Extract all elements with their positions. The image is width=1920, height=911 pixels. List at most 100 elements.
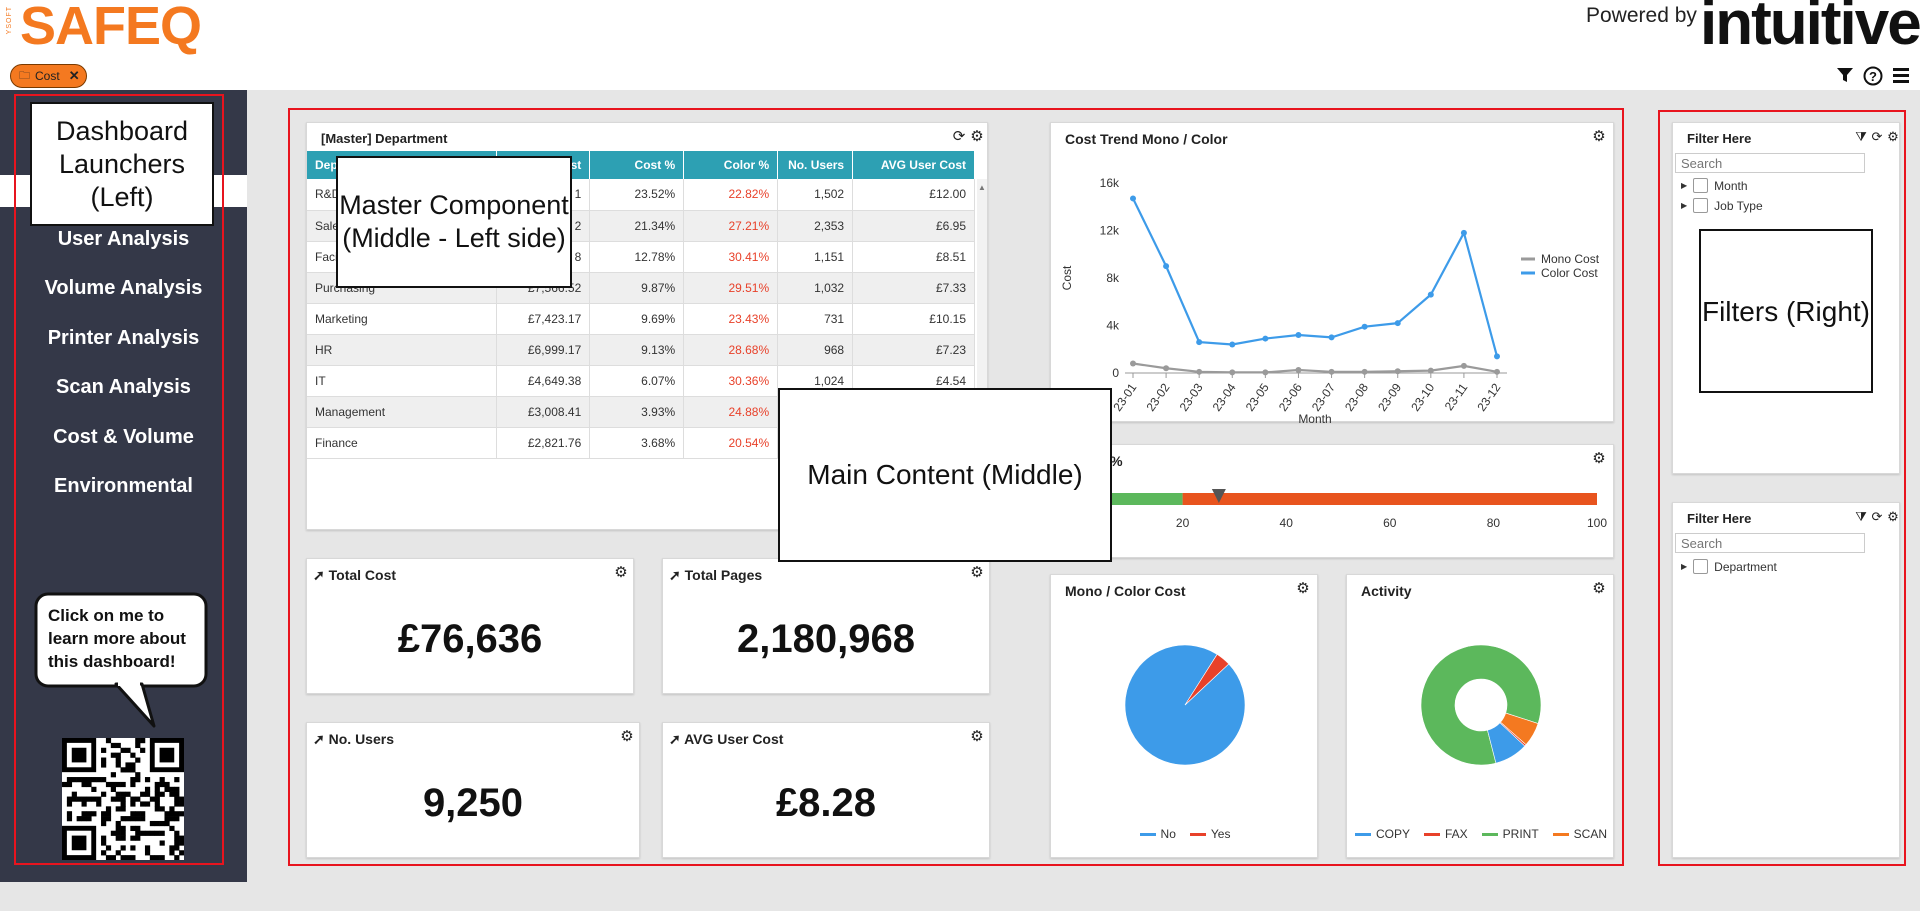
data-point[interactable] bbox=[1130, 360, 1136, 367]
donut-slice-copy[interactable] bbox=[1487, 722, 1526, 764]
table-row[interactable]: IT £4,649.38 6.07% 30.36% 1,024 £4.54 bbox=[307, 365, 975, 397]
col-header-no-users[interactable]: No. Users bbox=[777, 151, 854, 179]
filter-search-input[interactable] bbox=[1675, 153, 1865, 173]
data-point[interactable] bbox=[1460, 229, 1467, 236]
sidebar-item-user-analysis[interactable]: User Analysis bbox=[57, 228, 190, 250]
refresh-icon[interactable]: ⟳ bbox=[952, 128, 966, 145]
checkbox[interactable] bbox=[1693, 178, 1709, 193]
checkbox[interactable] bbox=[1693, 198, 1709, 213]
sidebar-item-scan-analysis[interactable]: Scan Analysis bbox=[56, 376, 191, 398]
data-point[interactable] bbox=[1229, 341, 1236, 348]
sidebar-item-printer-analysis[interactable]: Printer Analysis bbox=[47, 327, 200, 349]
legend-label[interactable]: Color Cost bbox=[1541, 266, 1598, 280]
filter-icon[interactable] bbox=[1834, 66, 1856, 88]
y-tick-label: 0 bbox=[1112, 366, 1119, 380]
gear-icon[interactable]: ⚙ bbox=[1887, 129, 1899, 144]
funnel-icon[interactable]: ⧩ bbox=[1855, 509, 1867, 524]
gear-icon[interactable]: ⚙ bbox=[1887, 509, 1899, 524]
legend-item-copy[interactable]: COPY bbox=[1354, 827, 1410, 841]
donut-slice-print[interactable] bbox=[1420, 644, 1542, 766]
data-point[interactable] bbox=[1229, 369, 1236, 376]
legend-item-scan[interactable]: SCAN bbox=[1552, 827, 1607, 841]
sidebar-item-environmental[interactable]: Environmental bbox=[54, 475, 193, 497]
filter-search-input[interactable] bbox=[1675, 533, 1865, 553]
gear-icon[interactable]: ⚙ bbox=[970, 128, 984, 145]
gear-icon[interactable]: ⚙ bbox=[1592, 580, 1606, 597]
data-point[interactable] bbox=[1262, 369, 1269, 376]
speech-bubble[interactable] bbox=[34, 592, 214, 732]
filter-tree-item-department[interactable]: ▶ Department bbox=[1681, 559, 1777, 574]
active-filter-tag[interactable]: 🗀 Cost ✕ bbox=[10, 64, 87, 88]
gear-icon[interactable]: ⚙ bbox=[1296, 580, 1310, 597]
expand-arrow-icon[interactable]: ▶ bbox=[1681, 181, 1688, 190]
gear-icon[interactable]: ⚙ bbox=[1592, 450, 1606, 467]
table-scrollbar[interactable]: ▲ bbox=[977, 179, 987, 479]
col-header-color-pct[interactable]: Color % bbox=[683, 151, 779, 179]
data-point[interactable] bbox=[1361, 368, 1368, 375]
table-row[interactable]: Marketing £7,423.17 9.69% 23.43% 731 £10.15 bbox=[307, 303, 975, 335]
table-cell-users: 2,353 bbox=[777, 210, 854, 242]
checkbox[interactable] bbox=[1693, 559, 1709, 574]
data-point[interactable] bbox=[1460, 362, 1467, 369]
close-icon[interactable]: ✕ bbox=[68, 68, 80, 83]
data-point[interactable] bbox=[1130, 195, 1136, 202]
data-point[interactable] bbox=[1262, 335, 1269, 342]
sidebar-item-volume-analysis[interactable]: Volume Analysis bbox=[44, 277, 203, 299]
funnel-icon[interactable]: ⧩ bbox=[1855, 129, 1867, 144]
menu-icon[interactable] bbox=[1890, 66, 1912, 88]
data-point[interactable] bbox=[1494, 353, 1500, 360]
filter-tree-item-job-type[interactable]: ▶ Job Type bbox=[1681, 198, 1763, 213]
data-point[interactable] bbox=[1295, 332, 1302, 338]
gear-icon[interactable]: ⚙ bbox=[970, 728, 984, 745]
gear-icon[interactable]: ⚙ bbox=[1592, 128, 1606, 145]
col-header-avg-user-cost[interactable]: AVG User Cost bbox=[852, 151, 975, 179]
data-point[interactable] bbox=[1196, 339, 1203, 346]
legend-item-fax[interactable]: FAX bbox=[1423, 827, 1468, 841]
qr-module bbox=[135, 777, 141, 783]
data-point[interactable] bbox=[1295, 367, 1302, 374]
expand-arrow-icon[interactable]: ▶ bbox=[1681, 201, 1688, 210]
qr-module bbox=[115, 850, 121, 856]
refresh-icon[interactable]: ⟳ bbox=[1871, 509, 1883, 524]
qr-module bbox=[130, 855, 136, 860]
data-point[interactable] bbox=[1394, 320, 1401, 327]
expand-arrow-icon[interactable]: ▶ bbox=[1681, 562, 1688, 571]
kpi-total-pages[interactable]: ➚ Total Pages ⚙ 2,180,968 bbox=[662, 558, 990, 694]
legend-item-print[interactable]: PRINT bbox=[1481, 827, 1539, 841]
data-point[interactable] bbox=[1494, 368, 1500, 375]
data-point[interactable] bbox=[1328, 368, 1335, 375]
pie-slice-yes[interactable] bbox=[1184, 653, 1230, 706]
gear-icon[interactable]: ⚙ bbox=[970, 564, 984, 581]
qr-module bbox=[144, 850, 151, 856]
filter-tree-item-month[interactable]: ▶ Month bbox=[1681, 178, 1748, 193]
legend-label[interactable]: Mono Cost bbox=[1541, 252, 1600, 266]
sidebar-item-cost-volume[interactable]: Cost & Volume bbox=[53, 426, 194, 448]
data-point[interactable] bbox=[1163, 263, 1170, 270]
kpi-no-users[interactable]: ➚ No. Users ⚙ 9,250 bbox=[306, 722, 640, 858]
legend-item-yes[interactable]: Yes bbox=[1189, 827, 1230, 841]
qr-code-icon[interactable] bbox=[62, 738, 184, 860]
gear-icon[interactable]: ⚙ bbox=[614, 564, 628, 581]
data-point[interactable] bbox=[1196, 368, 1203, 375]
gear-icon[interactable]: ⚙ bbox=[620, 728, 634, 745]
panel-title: [Master] Department bbox=[321, 131, 448, 146]
kpi-total-cost[interactable]: ➚ Total Cost ⚙ £76,636 bbox=[306, 558, 634, 694]
qr-module bbox=[154, 855, 160, 860]
table-row[interactable]: HR £6,999.17 9.13% 28.68% 968 £7.23 bbox=[307, 334, 975, 366]
panel-title: Cost Trend Mono / Color bbox=[1065, 131, 1228, 147]
col-header-cost-pct[interactable]: Cost % bbox=[589, 151, 685, 179]
data-point[interactable] bbox=[1394, 368, 1401, 375]
data-point[interactable] bbox=[1328, 334, 1335, 341]
kpi-avg-user-cost[interactable]: ➚ AVG User Cost ⚙ £8.28 bbox=[662, 722, 990, 858]
mono-color-cost-panel: Mono / Color Cost ⚙ No Yes bbox=[1050, 574, 1318, 858]
data-point[interactable] bbox=[1163, 365, 1170, 372]
activity-donut-chart bbox=[1420, 644, 1542, 766]
qr-module bbox=[154, 806, 160, 812]
speech-bubble-text: Click on me to learn more about this das… bbox=[48, 606, 186, 671]
refresh-icon[interactable]: ⟳ bbox=[1871, 129, 1883, 144]
data-point[interactable] bbox=[1361, 323, 1368, 330]
data-point[interactable] bbox=[1427, 367, 1434, 374]
legend-item-no[interactable]: No bbox=[1139, 827, 1176, 841]
help-icon[interactable]: ? bbox=[1862, 66, 1884, 88]
data-point[interactable] bbox=[1427, 291, 1434, 298]
